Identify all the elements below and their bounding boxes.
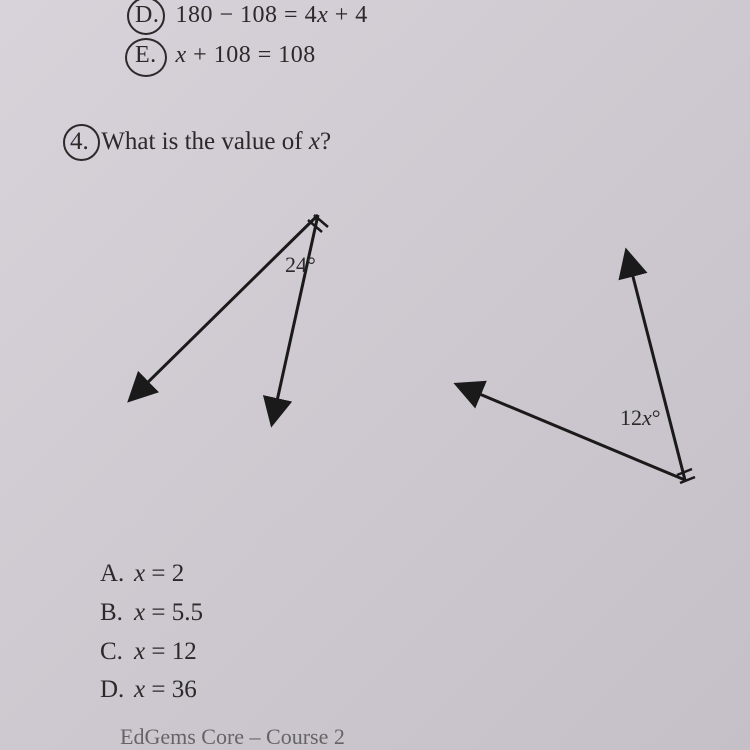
answer-c: C.x = 12 [100,633,203,672]
option-e-expr: x + 108 = 108 [176,42,316,68]
answer-a-letter: A. [100,555,128,594]
angle-24-label: 24° [285,252,316,278]
angle-12x-diagram [430,245,730,545]
answer-c-letter: C. [100,633,128,672]
answer-b: B.x = 5.5 [100,594,203,633]
question-number: 4. [70,128,89,156]
angle-24-diagram [110,180,410,480]
diagram-area: 24° 12x° [0,210,750,530]
option-d-letter: D. [135,2,163,29]
answer-d-letter: D. [100,671,128,710]
question-text: What is the value of [101,128,309,155]
prev-option-d: D. 180 − 108 = 4x + 4 [135,2,368,29]
answer-b-letter: B. [100,594,128,633]
option-d-expr: 180 − 108 = 4x + 4 [176,2,368,28]
question-qmark: ? [320,128,331,155]
question-var: x [309,128,320,155]
answer-choices: A.x = 2 B.x = 5.5 C.x = 12 D.x = 36 [100,555,203,710]
answer-a: A.x = 2 [100,555,203,594]
answer-d: D.x = 36 [100,671,203,710]
question-4: 4. What is the value of x? [70,128,331,156]
angle-12x-label: 12x° [620,405,661,431]
worksheet-page: D. 180 − 108 = 4x + 4 E. x + 108 = 108 4… [0,0,750,750]
option-e-letter: E. [135,42,163,69]
prev-option-e: E. x + 108 = 108 [135,42,316,69]
footer-text: EdGems Core – Course 2 [120,724,345,750]
